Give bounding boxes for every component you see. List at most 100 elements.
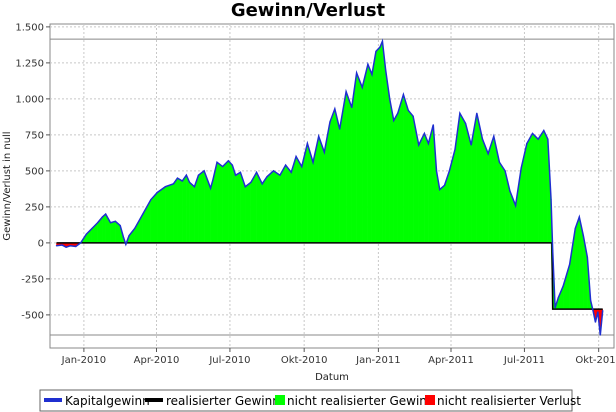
kapitalgewinn-point [464,122,467,124]
x-tick-label: Okt-2010 [281,355,328,366]
kapitalgewinn-point [105,213,107,215]
kapitalgewinn-point [231,164,233,166]
unrealized-gain-area [499,161,506,244]
unrealized-gain-area [408,109,414,244]
kapitalgewinn-point [301,165,303,168]
kapitalgewinn-point [578,216,580,218]
unrealized-gain-area [189,181,195,244]
unrealized-gain-area [173,177,178,244]
kapitalgewinn-point [526,142,528,145]
kapitalgewinn-point [193,186,196,188]
unrealized-gain-area [403,94,409,244]
kapitalgewinn-point [266,176,268,178]
kapitalgewinn-point [156,191,158,194]
x-axis: Jan-2010 Apr-2010 Jul-2010 Okt-2010 Jan-2011… [61,348,616,366]
y-tick-label: 1.000 [15,94,44,105]
unrealized-gain-area [165,183,174,244]
kapitalgewinn-point [250,181,252,183]
kapitalgewinn-point [209,187,212,189]
kapitalgewinn-point [339,128,341,130]
unrealized-gain-area [318,136,325,244]
kapitalgewinn-point [203,170,205,172]
x-tick-label: Apr-2011 [428,355,474,366]
kapitalgewinn-point [55,245,58,247]
kapitalgewinn-point [531,132,534,135]
unrealized-gain-area [329,108,336,244]
kapitalgewinn-point [448,170,450,172]
kapitalgewinn-point [185,174,187,176]
unrealized-gain-area [157,186,166,244]
kapitalgewinn-point [361,86,363,88]
unrealized-gain-area [177,177,183,244]
kapitalgewinn-point [389,98,391,100]
kapitalgewinn-point [91,227,93,230]
unrealized-gain-area [424,133,429,244]
kapitalgewinn-point [176,177,179,179]
unrealized-gain-area [397,94,404,244]
kapitalgewinn-point [432,124,434,126]
y-tick-label: -500 [21,310,44,321]
kapitalgewinn-point [582,235,584,237]
kapitalgewinn-point [65,246,67,248]
unrealized-gain-area [393,112,398,244]
kapitalgewinn-point [85,233,87,235]
kapitalgewinn-point [109,222,112,224]
kapitalgewinn-point [435,170,438,172]
y-tick-label: 0 [38,238,44,249]
kapitalgewinn-point [164,186,166,188]
kapitalgewinn-point [459,112,461,114]
kapitalgewinn-point [509,190,511,192]
kapitalgewinn-point [476,112,478,114]
kapitalgewinn-point [255,171,258,173]
kapitalgewinn-point [197,174,200,176]
kapitalgewinn-point [351,106,353,109]
unrealized-gain-area [216,161,223,244]
kapitalgewinn-point [493,135,495,137]
x-tick-label: Jan-2010 [61,355,106,366]
kapitalgewinn-point [562,285,564,287]
kapitalgewinn-point [547,138,549,140]
unrealized-gain-area [379,41,383,244]
kapitalgewinn-point [439,189,441,191]
kapitalgewinn-point [393,119,395,122]
x-tick-label: Jul-2010 [208,355,250,366]
kapitalgewinn-point [306,142,308,145]
kapitalgewinn-point [397,112,399,114]
unrealized-gain-area [182,174,187,244]
kapitalgewinn-point [552,249,554,251]
kapitalgewinn-point [375,50,377,52]
kapitalgewinn-point [371,73,373,75]
kapitalgewinn-point [75,245,77,248]
unrealized-gain-area [439,184,445,244]
unrealized-gain-area [222,160,229,244]
kapitalgewinn-point [423,132,425,135]
legend-nicht-realisierter-gewinn-swatch [275,395,285,405]
kapitalgewinn-point [345,91,347,93]
unrealized-gain-area [367,64,373,244]
unrealized-gain-area [285,164,292,244]
y-tick-label: 250 [25,202,44,213]
chart-title: Gewinn/Verlust [231,0,386,21]
unrealized-gain-area [279,164,286,244]
unrealized-gain-area [345,91,352,244]
kapitalgewinn-point [407,109,409,111]
kapitalgewinn-point [142,213,144,215]
kapitalgewinn-point [244,186,246,188]
unrealized-gain-area [186,175,190,244]
legend-box [39,389,573,412]
kapitalgewinn-point [119,225,121,227]
kapitalgewinn-point [381,40,384,42]
kapitalgewinn-point [602,309,604,312]
kapitalgewinn-point [239,171,242,173]
kapitalgewinn-point [279,174,281,176]
unrealized-gain-area [362,64,369,244]
reference-lines [50,38,614,336]
kapitalgewinn-point [97,222,99,224]
unrealized-gain-area [482,139,489,244]
unrealized-gain-area [150,191,158,244]
kapitalgewinn-point [520,167,522,169]
x-tick-label: Okt-2011 [575,355,616,366]
unrealized-gain-area [102,213,106,244]
kapitalgewinn-point [557,297,559,299]
